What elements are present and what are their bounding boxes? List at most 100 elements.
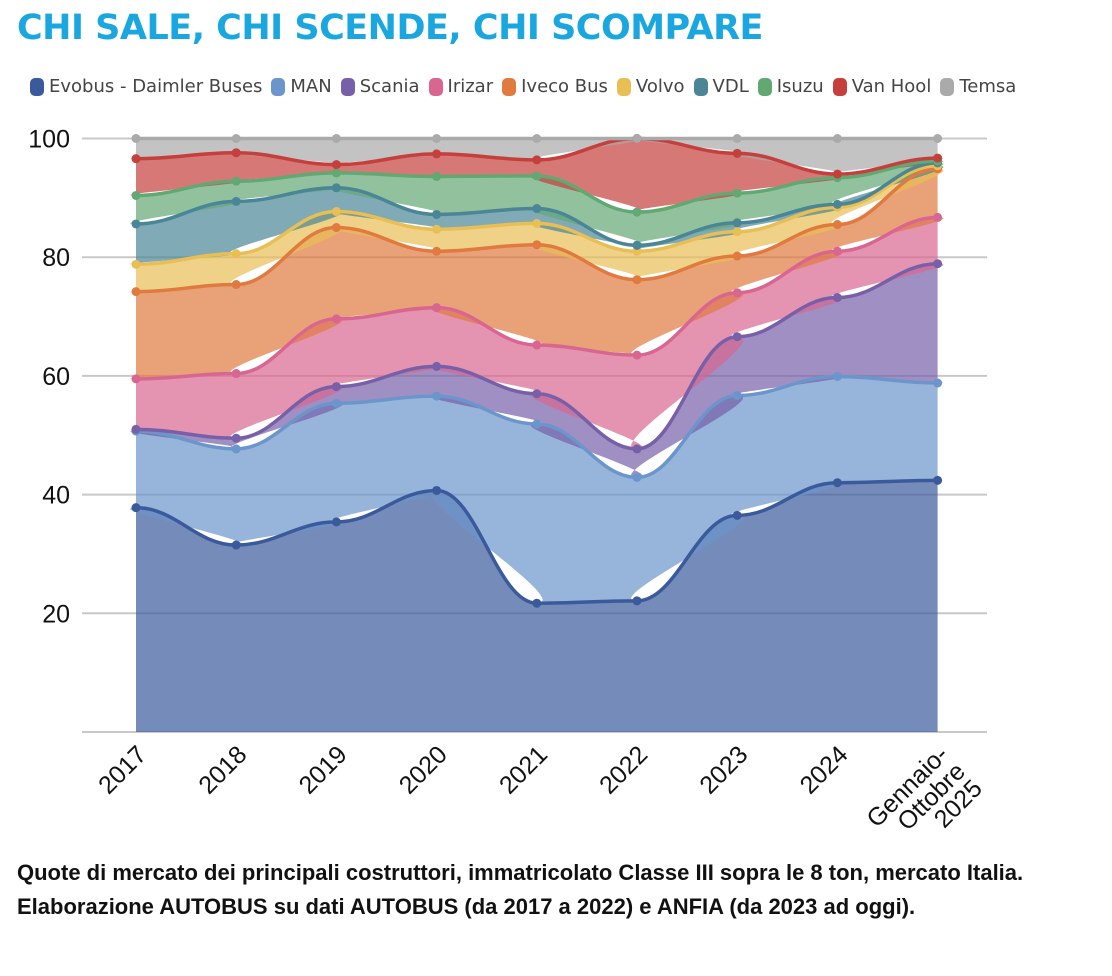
point-isuzu-1 [231, 176, 241, 186]
x-tick-label: Gennaio-Ottobre2025 [861, 740, 987, 840]
legend-label: MAN [290, 76, 332, 97]
data-points [131, 134, 943, 608]
x-axis-labels: 2017 2018 2019 2020 2021 2022 2023 2024 Gennaio-… [93, 740, 988, 840]
legend-label: Evobus - Daimler Buses [49, 76, 263, 97]
legend-item-van-hool[interactable]: Van Hool [832, 76, 931, 97]
x-tick-text: 2024 [795, 740, 854, 799]
legend-swatch [832, 77, 847, 96]
legend-swatch [428, 77, 443, 96]
y-tick-label: 40 [42, 482, 70, 510]
area-volvo [130, 165, 944, 292]
point-volvo-3 [432, 224, 442, 234]
point-man-2 [331, 398, 341, 408]
point-temsa-7 [832, 134, 842, 143]
legend-item-scania[interactable]: Scania [340, 76, 420, 97]
point-isuzu-0 [131, 190, 141, 200]
legend-item-vdl[interactable]: VDL [693, 76, 749, 97]
legend-item-iveco-bus[interactable]: Iveco Bus [502, 76, 608, 97]
point-scania-4 [532, 389, 542, 399]
legend-label: Iveco Bus [521, 76, 608, 97]
legend-swatch [940, 77, 955, 96]
legend-item-isuzu[interactable]: Isuzu [757, 76, 824, 97]
point-evobus-daimler-buses-3 [432, 485, 442, 495]
legend-item-irizar[interactable]: Irizar [428, 76, 494, 97]
legend-swatch [502, 77, 517, 96]
x-tick-line: 2020 [394, 740, 453, 799]
point-van-hool-1 [231, 148, 241, 158]
y-tick-label: 80 [42, 244, 70, 272]
point-volvo-6 [732, 227, 742, 237]
x-tick-line: 2018 [193, 740, 252, 799]
point-van-hool-8 [933, 153, 943, 163]
point-isuzu-4 [532, 171, 542, 181]
legend-swatch [271, 77, 286, 96]
point-irizar-3 [432, 303, 442, 313]
point-vdl-3 [432, 209, 442, 219]
point-iveco-bus-0 [131, 287, 141, 297]
legend-label: Volvo [635, 76, 685, 97]
x-tick-text: 2019 [294, 740, 353, 799]
point-isuzu-6 [732, 188, 742, 198]
x-tick-label: 2024 [795, 740, 854, 799]
point-scania-8 [933, 259, 943, 269]
legend: Evobus - Daimler Buses MAN Scania Irizar Ive… [30, 76, 1025, 97]
area-man [130, 376, 944, 604]
point-isuzu-3 [432, 171, 442, 181]
x-tick-label: 2021 [494, 740, 553, 799]
point-temsa-4 [532, 134, 542, 143]
legend-item-temsa[interactable]: Temsa [940, 76, 1016, 97]
point-volvo-4 [532, 218, 542, 228]
point-man-8 [933, 378, 943, 388]
point-iveco-bus-3 [432, 246, 442, 256]
point-irizar-0 [131, 374, 141, 384]
point-evobus-daimler-buses-5 [632, 596, 642, 606]
point-iveco-bus-7 [832, 220, 842, 230]
y-tick-label: 100 [28, 126, 70, 154]
chart-caption: Quote di mercato dei principali costrutt… [17, 860, 1024, 919]
point-temsa-6 [732, 134, 742, 143]
legend-item-evobus-daimler-buses[interactable]: Evobus - Daimler Buses [30, 76, 262, 97]
legend-swatch [616, 77, 631, 96]
x-tick-line: 2021 [494, 740, 553, 799]
point-evobus-daimler-buses-2 [331, 517, 341, 527]
point-temsa-8 [933, 134, 943, 143]
x-tick-text: 2018 [193, 740, 252, 799]
point-temsa-3 [432, 134, 442, 143]
point-man-6 [732, 390, 742, 400]
point-scania-2 [331, 382, 341, 392]
point-vdl-7 [832, 199, 842, 209]
area-iveco-bus [130, 168, 944, 379]
area-scania [130, 263, 944, 478]
point-van-hool-2 [331, 160, 341, 170]
legend-label: VDL [712, 76, 749, 97]
point-volvo-0 [131, 259, 141, 269]
x-tick-text: Gennaio-Ottobre2025 [861, 740, 987, 840]
point-man-5 [632, 472, 642, 482]
point-van-hool-6 [732, 148, 742, 158]
legend-label: Isuzu [776, 76, 824, 97]
x-tick-line: 2019 [294, 740, 353, 799]
point-iveco-bus-6 [732, 251, 742, 261]
point-irizar-1 [231, 369, 241, 379]
chart-title: CHI SALE, CHI SCENDE, CHI SCOMPARE [17, 8, 763, 48]
legend-item-volvo[interactable]: Volvo [616, 76, 685, 97]
x-tick-text: 2022 [594, 740, 653, 799]
legend-label: Irizar [447, 76, 494, 97]
point-man-3 [432, 391, 442, 401]
y-tick-label: 60 [42, 363, 70, 391]
x-tick-text: 2017 [93, 740, 152, 799]
point-van-hool-4 [532, 155, 542, 165]
point-van-hool-3 [432, 149, 442, 159]
point-vdl-1 [231, 196, 241, 206]
point-isuzu-5 [632, 207, 642, 217]
x-tick-label: 2020 [394, 740, 453, 799]
legend-item-man[interactable]: MAN [271, 76, 332, 97]
point-man-7 [832, 371, 842, 381]
point-van-hool-7 [832, 169, 842, 179]
legend-swatch [757, 77, 772, 96]
x-tick-text: 2023 [694, 740, 753, 799]
point-irizar-2 [331, 314, 341, 324]
x-tick-line: 2017 [93, 740, 152, 799]
point-scania-1 [231, 433, 241, 443]
